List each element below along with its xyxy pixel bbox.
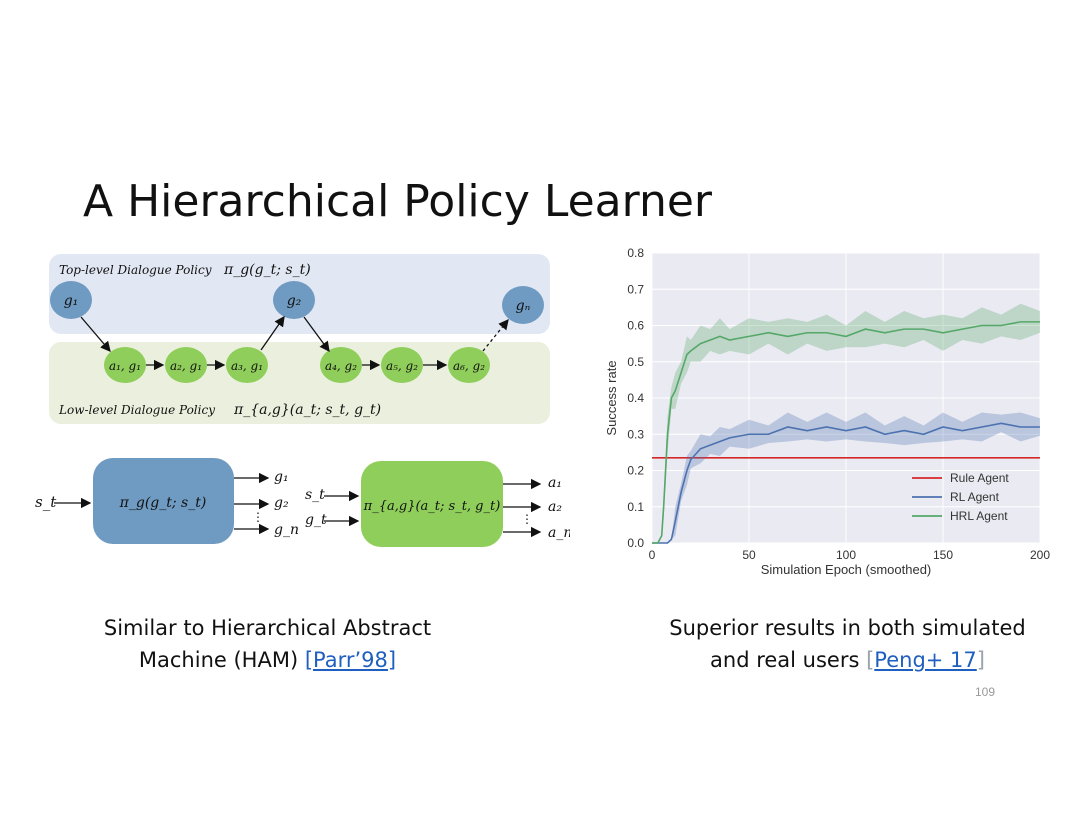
svg-text:π_{a,g}(a_t; s_t, g_t): π_{a,g}(a_t; s_t, g_t) [363,499,501,514]
left-caption-line2: Machine (HAM) [138,648,305,672]
svg-text:a₁, g₁: a₁, g₁ [109,359,141,373]
y-tick-label: 0.2 [627,464,644,478]
right-caption-line1: Superior results in both simulated [669,616,1026,640]
svg-text:g₂: g₂ [274,495,289,511]
svg-text:g₁: g₁ [274,469,289,485]
left-caption-line1: Similar to Hierarchical Abstract [103,616,432,640]
x-tick-label: 0 [649,548,656,562]
low-policy-formula: π_{a,g}(a_t; s_t, g_t) [233,402,381,418]
top-policy-formula: π_g(g_t; s_t) [223,262,311,278]
y-axis-label: Success rate [604,360,619,435]
svg-text:a₆, g₂: a₆, g₂ [453,359,485,373]
goal-node-2: g₂ [273,281,315,319]
legend-label-rule-agent: Rule Agent [950,471,1009,485]
action-node-1: a₁, g₁ [104,347,146,383]
goal-node-n: gₙ [502,286,544,324]
svg-text:gₙ: gₙ [516,298,531,314]
close-bracket: ] [976,648,985,672]
x-axis-label: Simulation Epoch (smoothed) [761,562,932,577]
top-policy-block: s_t π_g(g_t; s_t) g₁ g₂ ⋮ g_n [35,458,299,544]
svg-text:a_m: a_m [548,525,570,541]
action-node-2: a₂, g₁ [165,347,207,383]
rl-agent-line [652,422,1040,544]
svg-text:⋮: ⋮ [521,512,533,526]
svg-text:s_t: s_t [305,487,325,503]
y-tick-label: 0.1 [627,500,644,514]
parr98-link[interactable]: [Parr’98] [304,648,397,672]
slide-title: A Hierarchical Policy Learner [83,176,712,227]
page-number: 109 [975,685,996,699]
legend-label-rl-agent: RL Agent [950,490,1000,504]
x-tick-label: 150 [933,548,953,562]
y-tick-label: 0.8 [627,246,644,260]
legend-label-hrl-agent: HRL Agent [950,509,1008,523]
rl-agent-band [652,412,1040,543]
right-caption: Superior results in both simulated and r… [640,612,1055,676]
top-policy-label: Top-level Dialogue Policy [59,263,212,277]
hrl-agent-band [652,303,1040,543]
y-tick-label: 0.5 [627,355,644,369]
svg-text:a₁: a₁ [548,475,562,491]
action-node-4: a₄, g₂ [320,347,362,383]
action-node-3: a₃, g₁ [226,347,268,383]
peng17-link[interactable]: Peng+ 17 [874,648,977,672]
svg-text:s_t: s_t [35,493,57,511]
hierarchy-diagram: Top-level Dialogue Policy π_g(g_t; s_t) … [35,254,570,547]
hrl-agent-line [652,321,1040,544]
svg-text:a₃, g₁: a₃, g₁ [231,359,263,373]
success-rate-chart: 0.0 0.1 0.2 0.3 0.4 0.5 0.6 0.7 0.8 0 50 100 150 200 S… [604,246,1050,577]
svg-text:⋮: ⋮ [252,510,264,524]
open-bracket: [ [866,648,875,672]
svg-text:g₂: g₂ [287,293,302,309]
low-policy-label: Low-level Dialogue Policy [58,403,215,417]
svg-text:g_t: g_t [305,512,327,528]
y-tick-label: 0.3 [627,427,644,441]
diagram-arrows [80,315,509,371]
action-node-5: a₅, g₂ [381,347,423,383]
svg-text:a₂: a₂ [548,499,562,515]
svg-text:a₅, g₂: a₅, g₂ [386,359,418,373]
y-tick-label: 0.7 [627,282,644,296]
low-policy-block: s_t g_t π_{a,g}(a_t; s_t, g_t) a₁ a₂ ⋮ a… [305,461,570,547]
y-tick-label: 0.0 [627,536,644,550]
y-tick-label: 0.4 [627,391,644,405]
goal-node-1: g₁ [50,281,92,319]
svg-text:a₂, g₁: a₂, g₁ [170,359,202,373]
y-tick-label: 0.6 [627,319,644,333]
svg-text:a₄, g₂: a₄, g₂ [325,359,357,373]
left-caption: Similar to Hierarchical Abstract Machine… [70,612,465,676]
svg-text:g₁: g₁ [64,293,79,309]
right-caption-line2: and real users [710,648,867,672]
action-node-6: a₆, g₂ [448,347,490,383]
x-tick-label: 100 [836,548,856,562]
svg-text:g_n: g_n [274,522,299,538]
x-tick-label: 200 [1030,548,1050,562]
svg-text:π_g(g_t; s_t): π_g(g_t; s_t) [119,495,207,511]
x-tick-label: 50 [742,548,756,562]
